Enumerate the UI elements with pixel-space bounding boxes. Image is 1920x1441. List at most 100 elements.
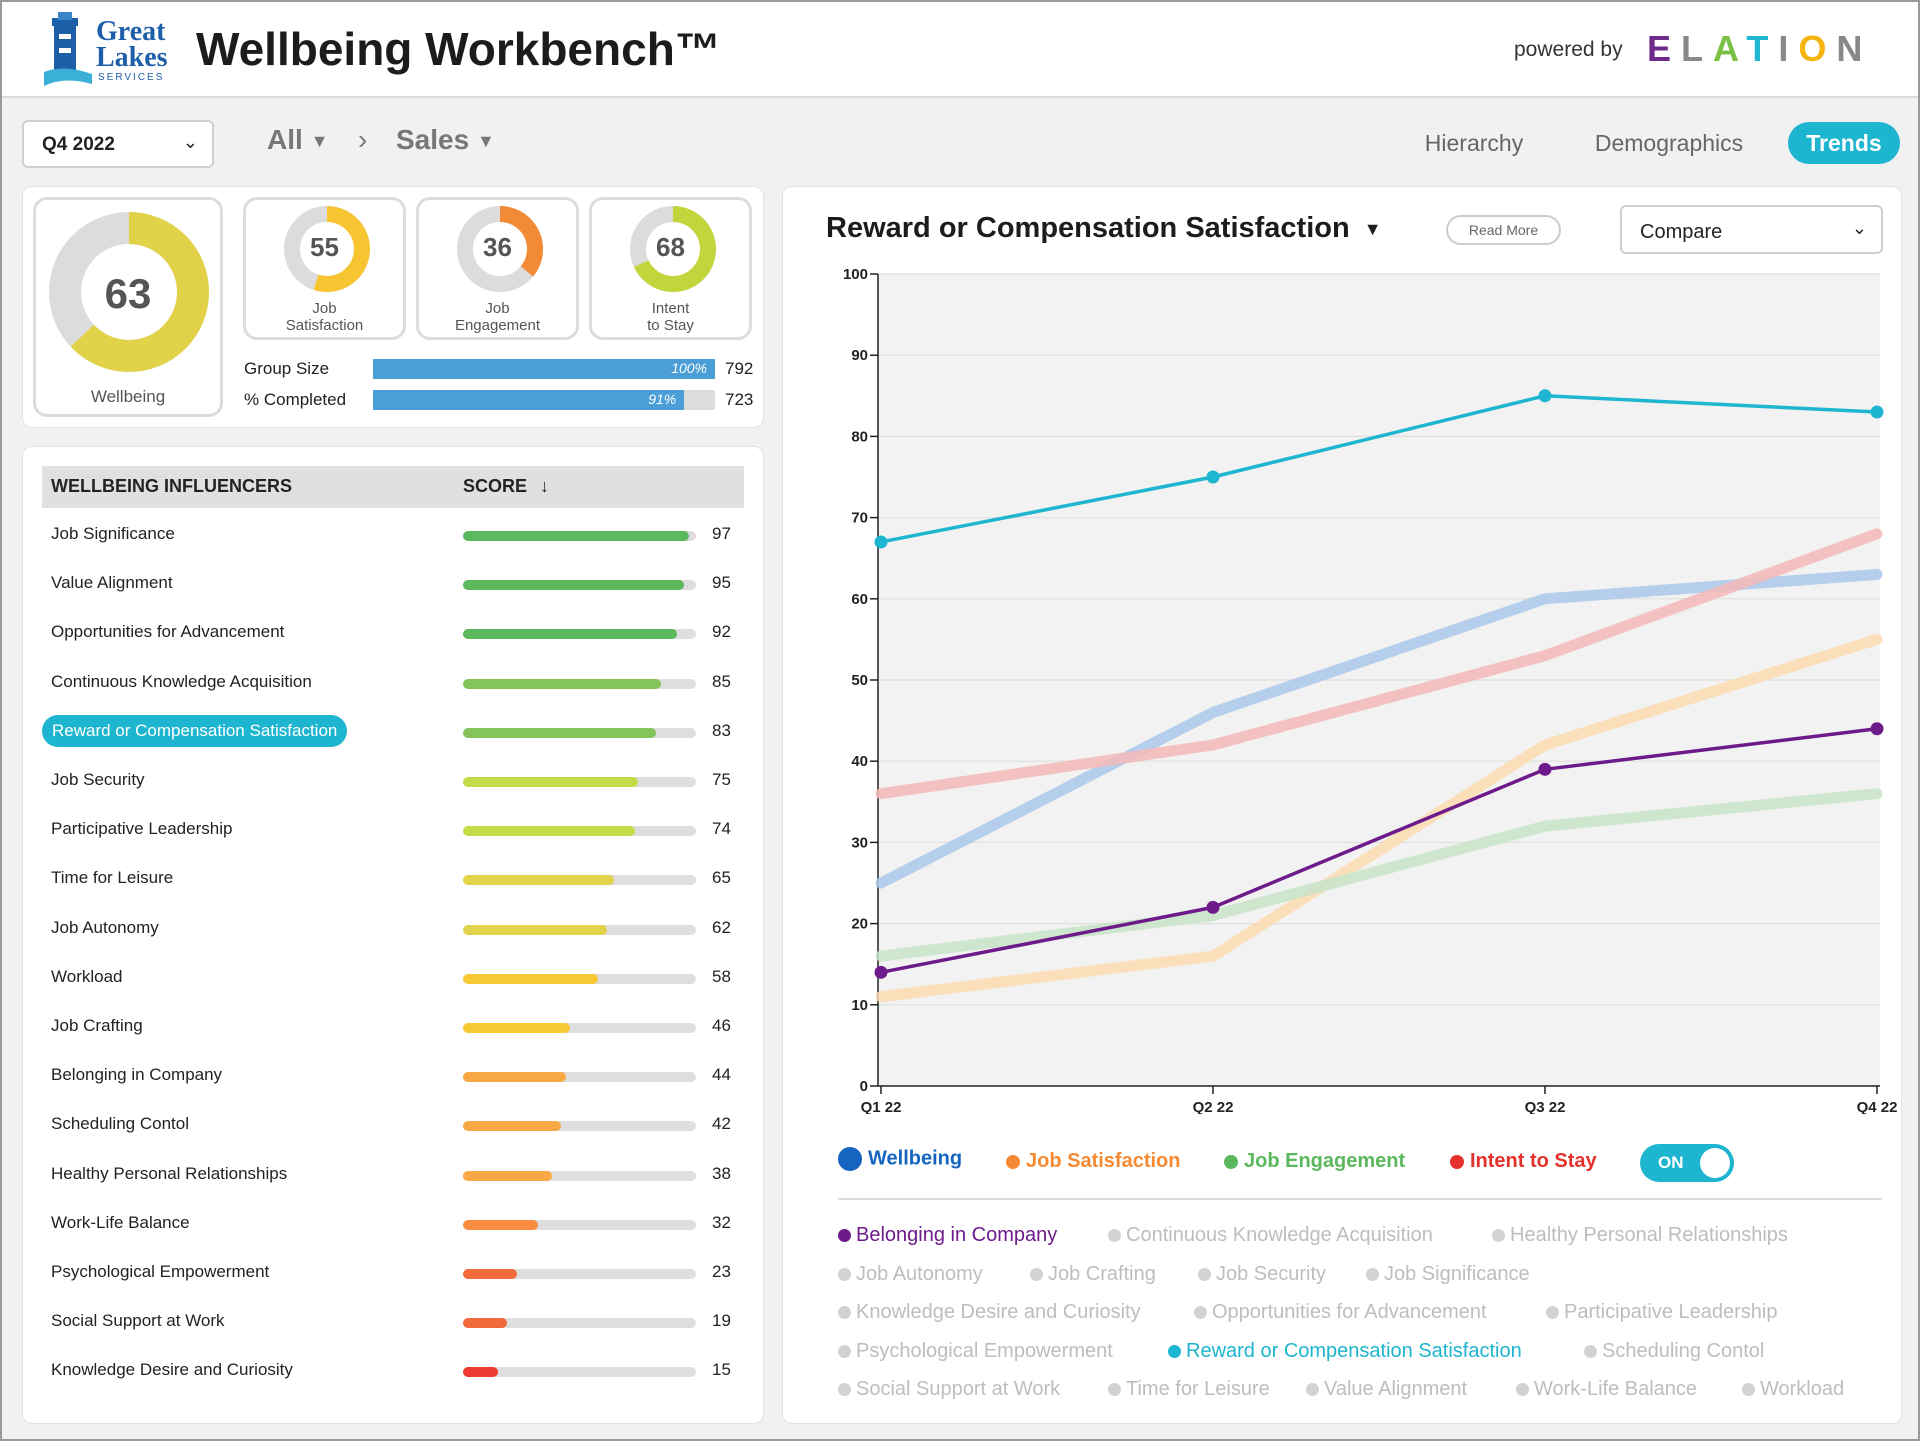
influencer-score-value: 19 [712,1311,731,1331]
influencer-row-label[interactable]: Reward or Compensation Satisfaction [42,714,348,747]
influencer-chip[interactable]: Job Autonomy [838,1263,983,1286]
influencer-chip[interactable]: Scheduling Contol [1584,1340,1764,1363]
influencer-score-bar-fill [463,924,608,935]
influencer-chip[interactable]: Social Support at Work [838,1378,1060,1401]
influencer-score-bar-fill [463,531,689,541]
compare-dropdown[interactable]: Compare ⌄ [1620,205,1883,254]
influencer-score-bar-fill [463,1121,561,1132]
influencer-score-bar [463,1367,696,1378]
x-tick-label: Q2 22 [1193,1099,1234,1114]
data-point[interactable] [1870,722,1884,736]
y-tick-label: 30 [851,834,868,851]
wellbeing-score-card[interactable]: 63 Wellbeing [33,197,223,417]
series-line [875,633,1883,1003]
influencer-row-label[interactable]: Job Autonomy [51,917,159,937]
influencer-chip[interactable]: Continuous Knowledge Acquisition [1108,1224,1433,1247]
legend-dot [1006,1154,1020,1169]
intent-to-stay-card[interactable]: 68 Intent to Stay [589,197,752,340]
chip-dot [1516,1383,1529,1397]
influencer-chip[interactable]: Time for Leisure [1108,1378,1270,1401]
data-point[interactable] [1206,470,1220,484]
influencer-chip[interactable]: Belonging in Company [838,1224,1057,1247]
x-tick-label: Q1 22 [861,1099,902,1114]
influencer-chip[interactable]: Psychological Empowerment [838,1340,1113,1363]
influencer-row-label[interactable]: Healthy Personal Relationships [51,1163,288,1183]
influencer-row-label[interactable]: Job Security [51,770,145,789]
influencer-row-label[interactable]: Time for Leisure [51,868,174,888]
influencer-chip[interactable]: Participative Leadership [1546,1301,1777,1324]
label-line2: Satisfaction [285,317,364,334]
influencer-chip[interactable]: Knowledge Desire and Curiosity [838,1301,1141,1324]
influencer-chip[interactable]: Job Significance [1366,1263,1530,1286]
influencer-score-bar [463,580,696,591]
column-header-score[interactable]: SCORE ↓ [463,476,549,497]
y-tick-label: 90 [851,347,868,364]
breadcrumb-all[interactable]: All ▼ [267,124,328,156]
influencer-row-label[interactable]: Psychological Empowerment [51,1262,270,1281]
tab-trends[interactable]: Trends [1788,122,1900,164]
influencer-chip[interactable]: Value Alignment [1306,1378,1467,1401]
influencer-row-label[interactable]: Continuous Knowledge Acquisition [51,671,312,691]
influencer-score-bar [463,973,696,984]
toggle-label: ON [1658,1153,1684,1172]
influencer-chip[interactable]: Job Crafting [1030,1263,1156,1286]
job-satisfaction-donut [284,206,370,292]
tab-hierarchy[interactable]: Hierarchy [1424,130,1524,156]
chip-dot [1742,1383,1755,1397]
app-title: Wellbeing Workbench™ [196,23,721,75]
group-size-pct: 100% [671,360,707,376]
influencer-chip[interactable]: Opportunities for Advancement [1194,1301,1487,1324]
breadcrumb-sales[interactable]: Sales ▼ [396,124,495,156]
job-engagement-card[interactable]: 36 Job Engagement [416,197,579,340]
influencer-row-label[interactable]: Job Crafting [51,1016,143,1035]
influencer-row-label[interactable]: Workload [51,966,123,986]
influencer-score-bar [463,826,696,837]
influencer-score-value: 44 [712,1065,731,1085]
influencer-score-bar-fill [463,777,638,787]
legend-item[interactable]: Job Engagement [1224,1150,1405,1173]
influencer-score-bar [463,875,696,886]
quarter-value: Q4 2022 [42,134,115,155]
influencer-row-label[interactable]: Job Significance [51,524,175,543]
influencer-chip[interactable]: Healthy Personal Relationships [1492,1224,1788,1247]
influencer-score-bar [463,924,696,935]
job-satisfaction-card[interactable]: 55 Job Satisfaction [243,197,406,340]
influencer-row-label[interactable]: Value Alignment [51,573,173,593]
data-point[interactable] [1206,900,1220,914]
chip-dot [1030,1267,1043,1281]
read-more-button[interactable]: Read More [1446,215,1561,245]
influencer-row-label[interactable]: Participative Leadership [51,819,233,839]
influencer-score-value: 97 [712,524,731,543]
completed-count: 723 [725,390,754,409]
influencer-chip[interactable]: Reward or Compensation Satisfaction [1168,1340,1522,1363]
legend-item[interactable]: Intent to Stay [1450,1150,1597,1173]
influencer-row-label[interactable]: Belonging in Company [51,1065,223,1085]
influencer-score-bar [463,1269,696,1279]
influencer-row-label[interactable]: Work-Life Balance [51,1212,190,1232]
influencer-row-label[interactable]: Social Support at Work [51,1311,225,1331]
influencer-chip[interactable]: Work-Life Balance [1516,1378,1697,1401]
y-tick-label: 20 [851,916,868,933]
chart-metric-selector[interactable]: Reward or Compensation Satisfaction ▼ [826,212,1382,245]
data-point[interactable] [1538,762,1552,776]
influencer-chip[interactable]: Workload [1742,1378,1844,1401]
influencer-row-label[interactable]: Knowledge Desire and Curiosity [51,1360,293,1380]
data-point[interactable] [874,535,888,549]
score-header-label: SCORE [463,476,528,496]
legend-item[interactable]: Job Satisfaction [1006,1150,1180,1173]
data-point[interactable] [1538,389,1552,403]
legend-item[interactable]: Wellbeing [838,1147,962,1171]
tab-demographics[interactable]: Demographics [1594,130,1744,156]
influencer-row-label[interactable]: Opportunities for Advancement [51,622,285,642]
influencer-score-value: 46 [712,1016,731,1035]
job-engagement-donut [457,206,543,292]
influencer-chip[interactable]: Job Security [1198,1263,1326,1286]
legend-label: Wellbeing [868,1147,963,1170]
data-point[interactable] [874,965,888,979]
influencers-card [22,446,764,1424]
influencer-row-label[interactable]: Scheduling Contol [51,1114,189,1134]
quarter-dropdown[interactable]: Q4 2022 ⌄ [22,120,214,168]
data-point[interactable] [1870,405,1884,419]
chip-label: Time for Leisure [1126,1378,1270,1400]
comparison-toggle[interactable]: ON [1640,1144,1734,1182]
